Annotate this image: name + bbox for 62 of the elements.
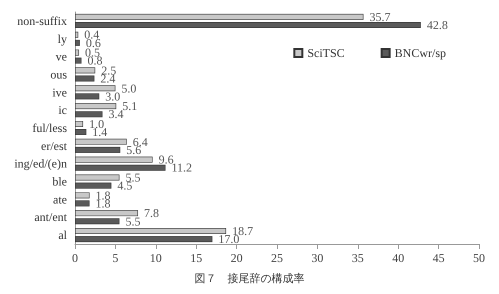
bar <box>75 156 153 163</box>
y-tick-label: ly <box>58 32 67 46</box>
data-label: 7.8 <box>144 206 160 220</box>
bar <box>75 111 102 118</box>
bar <box>75 120 84 127</box>
bar <box>75 76 94 82</box>
bar <box>75 129 86 136</box>
y-tick-label: ble <box>52 174 67 189</box>
x-tick-label: 15 <box>190 251 202 265</box>
data-label: 42.8 <box>426 18 448 32</box>
bar <box>75 228 226 234</box>
y-tick-label: ive <box>52 85 67 100</box>
bar <box>75 58 82 64</box>
bar <box>75 174 120 180</box>
bar <box>75 146 120 153</box>
bar <box>75 218 120 224</box>
bar <box>75 138 127 145</box>
bar <box>75 85 116 92</box>
y-tick-label: ful/less <box>32 121 68 135</box>
legend-label: SciTSC <box>307 46 345 60</box>
y-tick-label: ic <box>58 103 67 118</box>
bar <box>75 40 80 46</box>
x-tick-label: 50 <box>473 251 485 265</box>
data-label: 35.7 <box>369 10 390 24</box>
bar <box>75 22 421 28</box>
legend-label: BNCwr/sp <box>394 46 446 60</box>
y-tick-label: er/est <box>41 138 68 153</box>
y-tick-label: ous <box>50 67 68 82</box>
data-label: 5.1 <box>122 99 138 114</box>
bar <box>75 164 166 171</box>
bar <box>75 67 96 74</box>
x-tick-label: 0 <box>72 251 78 265</box>
bar <box>75 192 90 198</box>
bar <box>75 103 116 110</box>
y-tick-label: ing/ed/(e)n <box>14 156 67 171</box>
bar <box>75 182 112 189</box>
x-tick-label: 35 <box>352 251 364 265</box>
data-label: 3.0 <box>105 89 120 104</box>
y-tick-label: ve <box>56 50 67 64</box>
x-tick-label: 30 <box>311 251 324 265</box>
x-tick-label: 25 <box>271 251 283 265</box>
bar <box>75 14 364 20</box>
data-label: 5.5 <box>125 214 140 228</box>
bar <box>75 200 90 206</box>
bar <box>75 236 212 242</box>
bar <box>75 32 78 38</box>
y-tick-label: ate <box>53 192 67 206</box>
y-tick-label: ant/ent <box>34 210 68 224</box>
caption: 図７ 接尾辞の構成率 <box>194 272 304 285</box>
x-tick-label: 20 <box>230 251 243 265</box>
bar <box>75 210 138 216</box>
x-tick-label: 5 <box>112 251 118 265</box>
data-label: 5.0 <box>121 81 136 96</box>
data-label: 9.6 <box>158 152 174 167</box>
bar <box>75 93 100 100</box>
x-tick-label: 45 <box>432 251 445 265</box>
bar <box>75 50 80 56</box>
y-tick-label: non-suffix <box>17 14 67 28</box>
x-tick-label: 10 <box>150 251 162 265</box>
x-tick-label: 40 <box>392 251 404 265</box>
y-tick-label: al <box>58 228 68 242</box>
data-label: 3.4 <box>108 107 124 122</box>
